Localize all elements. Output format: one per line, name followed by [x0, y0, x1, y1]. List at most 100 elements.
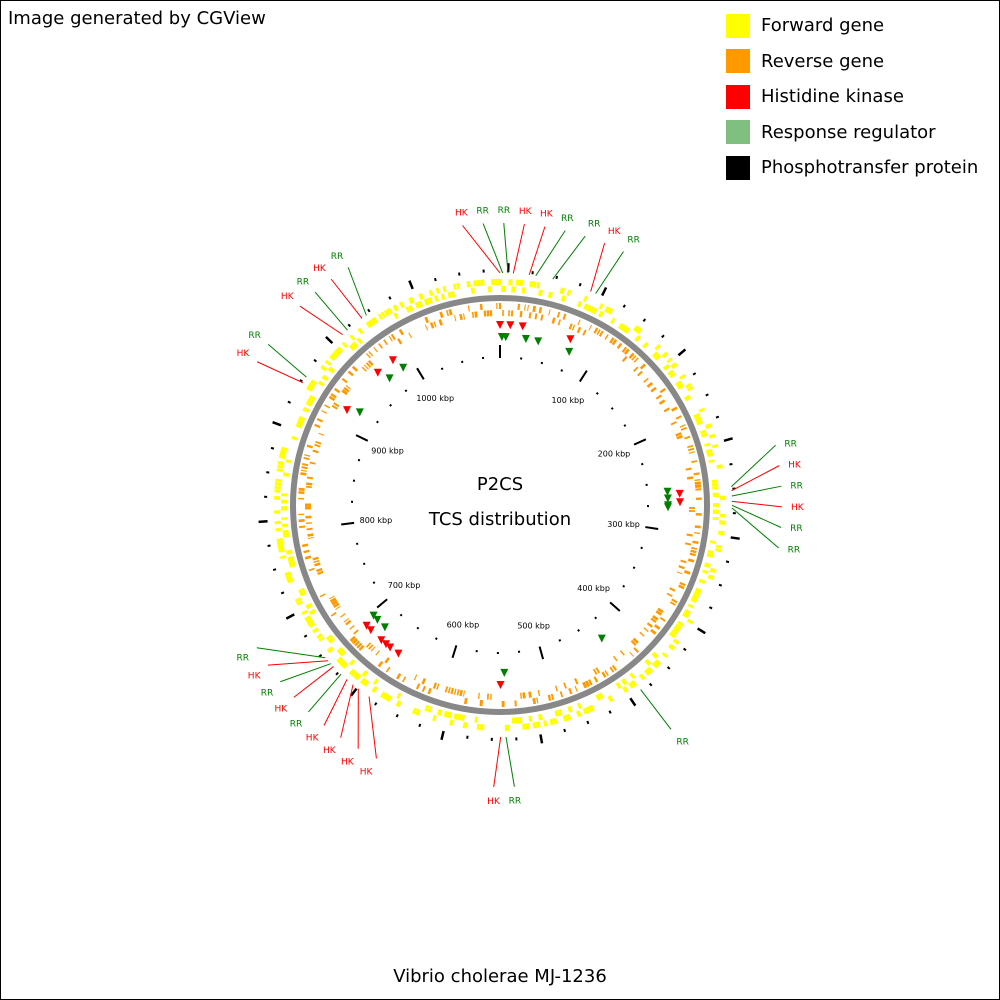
scale-tick [609, 601, 621, 612]
reverse-gene-mark [321, 409, 328, 414]
reverse-gene-mark [365, 353, 371, 359]
reverse-gene-mark [408, 332, 413, 339]
forward-gene-mark [274, 482, 282, 486]
outer-tick [723, 437, 733, 442]
forward-gene-mark [642, 341, 649, 349]
forward-gene-mark [316, 633, 323, 640]
forward-gene-mark [308, 395, 316, 401]
forward-gene-mark [294, 597, 302, 603]
reverse-gene-mark [691, 460, 698, 464]
forward-gene-mark [694, 587, 702, 594]
kbp-label: 300 kbp [607, 520, 640, 529]
reverse-gene-mark [397, 338, 403, 345]
forward-gene-mark [669, 372, 676, 379]
reverse-gene-mark [598, 330, 604, 337]
reverse-gene-mark [447, 687, 451, 694]
forward-gene-mark [638, 673, 646, 681]
outer-tick [578, 282, 582, 287]
forward-gene-mark [529, 281, 534, 288]
forward-gene-mark [368, 318, 376, 327]
forward-gene-mark [518, 716, 523, 724]
outer-tick [395, 713, 399, 718]
forward-gene-mark [477, 279, 481, 287]
reverse-gene-mark [568, 687, 573, 695]
reverse-gene-mark [351, 365, 358, 372]
reverse-gene-mark [689, 552, 696, 557]
forward-gene-mark [621, 324, 628, 332]
reverse-gene-mark [675, 415, 682, 420]
reverse-gene-mark [334, 387, 341, 394]
kbp-label: 200 kbp [598, 450, 631, 459]
callout-line [512, 223, 525, 274]
reverse-gene-mark [527, 304, 529, 312]
callout-line [731, 485, 782, 497]
outer-tick [287, 400, 292, 404]
reverse-gene-mark [547, 694, 552, 701]
forward-gene-mark [620, 678, 628, 686]
forward-gene-mark [705, 448, 713, 454]
forward-gene-mark [308, 608, 316, 616]
hk-callout-label: HK [455, 209, 469, 219]
reverse-gene-mark [368, 350, 374, 357]
histidine-kinase-marker [366, 626, 375, 635]
forward-gene-mark [566, 713, 572, 721]
reverse-gene-mark [300, 472, 307, 476]
outer-tick [666, 666, 671, 670]
reverse-gene-mark [633, 647, 640, 653]
forward-gene-mark [597, 310, 605, 318]
forward-gene-mark [675, 623, 682, 630]
response-regulator-marker [380, 623, 389, 632]
reverse-gene-mark [306, 482, 313, 486]
forward-gene-mark [708, 433, 716, 439]
forward-gene-mark [399, 301, 405, 309]
forward-gene-mark [595, 694, 601, 701]
reverse-gene-mark [328, 395, 336, 402]
reverse-gene-mark [690, 549, 697, 554]
kbp-label: 1000 kbp [416, 394, 454, 403]
forward-gene-mark [417, 300, 424, 308]
reverse-gene-mark [306, 476, 314, 480]
rr-callout-label: RR [498, 206, 511, 216]
histidine-kinase-marker [496, 681, 505, 689]
callout-line [731, 507, 780, 549]
forward-gene-mark [427, 297, 433, 305]
forward-gene-mark [654, 353, 661, 361]
forward-gene-mark [289, 562, 296, 568]
forward-gene-mark [428, 289, 434, 297]
outer-tick [608, 710, 612, 714]
reverse-gene-mark [444, 686, 449, 693]
forward-gene-mark [297, 419, 304, 425]
forward-gene-mark [354, 673, 362, 681]
forward-gene-mark [338, 659, 346, 667]
forward-gene-mark [380, 311, 387, 319]
forward-gene-mark [553, 717, 558, 725]
hk-callout-label: HK [306, 733, 320, 743]
reverse-gene-mark [353, 629, 359, 635]
reverse-gene-mark [621, 356, 628, 362]
outer-tick [705, 393, 709, 397]
forward-gene-mark [558, 709, 563, 716]
legend-label: Reverse gene [761, 50, 885, 72]
reverse-gene-mark [429, 322, 435, 329]
reverse-gene-mark [643, 627, 649, 633]
reverse-gene-mark [679, 424, 686, 428]
forward-gene-mark [668, 643, 676, 651]
tcs-marker-track [343, 321, 684, 689]
forward-gene-mark [433, 295, 440, 302]
forward-gene-mark [341, 661, 349, 669]
forward-gene-mark [276, 468, 283, 473]
callout-line [293, 666, 334, 698]
hk-callout-label: HK [341, 758, 355, 768]
reverse-gene-mark [427, 687, 432, 695]
forward-gene-mark [636, 327, 643, 335]
forward-gene-mark [282, 472, 290, 477]
reverse-gene-mark [363, 364, 369, 370]
reverse-gene-mark [532, 697, 537, 705]
response-regulator-marker [373, 615, 382, 624]
reverse-gene-mark [306, 527, 313, 531]
forward-gene-mark [285, 549, 293, 555]
outer-tick [708, 606, 713, 610]
reverse-gene-mark [687, 447, 695, 452]
forward-gene-mark [386, 695, 393, 703]
forward-gene-mark [408, 296, 415, 304]
